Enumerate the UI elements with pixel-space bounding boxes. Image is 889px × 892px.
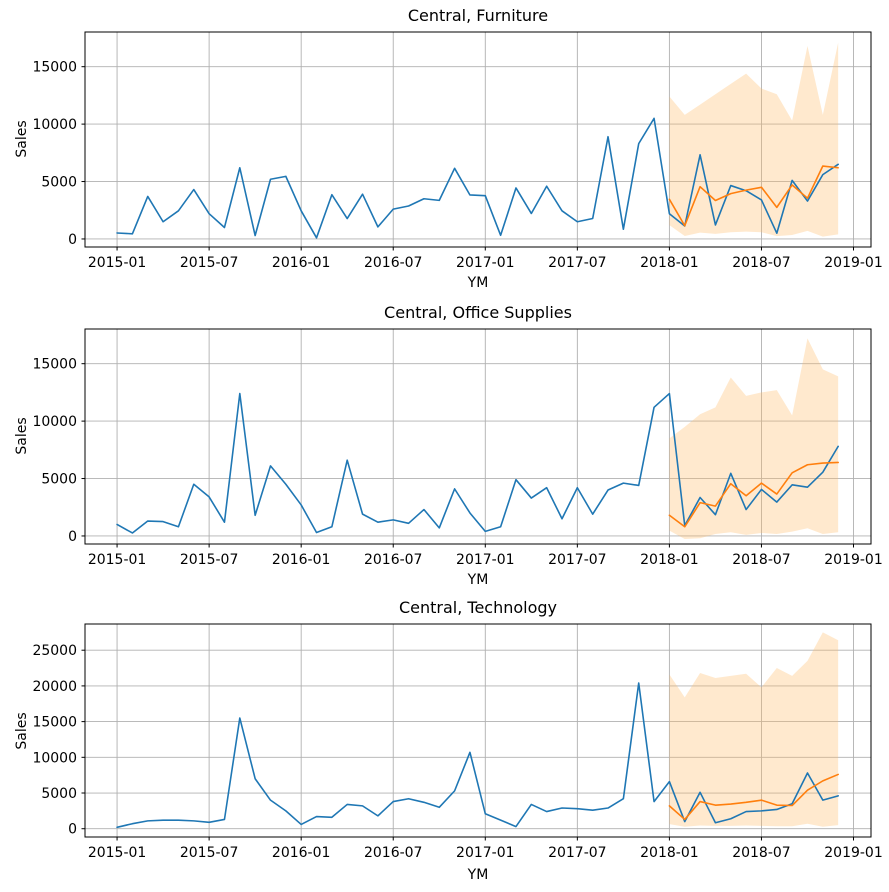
x-axis-label: YM bbox=[467, 867, 489, 883]
y-tick-label: 5000 bbox=[41, 175, 77, 191]
x-tick-label: 2016-01 bbox=[272, 845, 331, 861]
y-tick-label: 25000 bbox=[32, 643, 77, 659]
y-tick-label: 10000 bbox=[32, 750, 77, 766]
y-tick-label: 10000 bbox=[32, 117, 77, 133]
x-tick-label: 2019-01 bbox=[824, 255, 883, 271]
forecast-series-line bbox=[668, 461, 839, 528]
x-tick-label: 2015-07 bbox=[180, 845, 239, 861]
forecast-series-line bbox=[668, 773, 839, 821]
y-tick-label: 15000 bbox=[32, 60, 77, 76]
y-tick-label: 5000 bbox=[41, 786, 77, 802]
subplot-central-office-supplies: 2015-01 2015-07 2016-01 2016-07 2017-01 2017-… bbox=[0, 297, 889, 592]
x-tick-label: 2017-01 bbox=[456, 845, 515, 861]
y-axis-label: Sales bbox=[14, 712, 30, 750]
x-axis-label: YM bbox=[467, 275, 489, 291]
x-tick-label: 2016-07 bbox=[364, 552, 423, 568]
x-tick-label: 2019-01 bbox=[824, 845, 883, 861]
x-tick-label: 2017-07 bbox=[548, 552, 607, 568]
x-tick-label: 2015-01 bbox=[88, 552, 147, 568]
y-tick-label: 0 bbox=[68, 822, 77, 838]
x-tick-label: 2016-07 bbox=[364, 255, 423, 271]
actual-series-line bbox=[116, 117, 839, 239]
x-tick-label: 2016-01 bbox=[272, 255, 331, 271]
y-tick-label: 15000 bbox=[32, 715, 77, 731]
confidence-band bbox=[669, 338, 839, 539]
x-tick-label: 2018-07 bbox=[732, 845, 791, 861]
x-tick-label: 2015-01 bbox=[88, 255, 147, 271]
confidence-band bbox=[669, 42, 839, 237]
actual-series-line bbox=[116, 682, 839, 829]
y-tick-label: 20000 bbox=[32, 679, 77, 695]
x-tick-label: 2015-01 bbox=[88, 845, 147, 861]
y-axis-label: Sales bbox=[14, 120, 30, 158]
actual-series-line bbox=[116, 392, 839, 534]
chart-title: Central, Technology bbox=[398, 598, 558, 617]
y-tick-label: 0 bbox=[68, 529, 77, 545]
x-tick-label: 2017-07 bbox=[548, 255, 607, 271]
furniture-chart-canvas: 2015-01 2015-07 2016-01 2016-07 2017-01 2017-… bbox=[32, 31, 883, 271]
subplot-central-furniture: 2015-01 2015-07 2016-01 2016-07 2017-01 2017-… bbox=[0, 0, 889, 297]
office-supplies-chart-canvas: 2015-01 2015-07 2016-01 2016-07 2017-01 2017-… bbox=[32, 328, 883, 568]
subplot-central-technology: 2015-01 2015-07 2016-01 2016-07 2017-01 2017-… bbox=[0, 592, 889, 892]
y-tick-label: 5000 bbox=[41, 472, 77, 488]
plot-border bbox=[84, 328, 872, 545]
x-tick-label: 2017-07 bbox=[548, 845, 607, 861]
x-tick-label: 2018-01 bbox=[640, 255, 699, 271]
x-tick-label: 2017-01 bbox=[456, 552, 515, 568]
forecast-series-line bbox=[668, 165, 839, 227]
technology-chart-canvas: 2015-01 2015-07 2016-01 2016-07 2017-01 2017-… bbox=[32, 623, 883, 861]
x-tick-label: 2019-01 bbox=[824, 552, 883, 568]
x-tick-label: 2015-07 bbox=[180, 552, 239, 568]
x-tick-label: 2018-01 bbox=[640, 845, 699, 861]
plot-border bbox=[84, 623, 872, 838]
plot-border bbox=[84, 31, 872, 248]
y-tick-label: 10000 bbox=[32, 414, 77, 430]
x-tick-label: 2018-01 bbox=[640, 552, 699, 568]
x-axis-label: YM bbox=[467, 572, 489, 588]
x-tick-label: 2016-07 bbox=[364, 845, 423, 861]
x-tick-label: 2018-07 bbox=[732, 552, 791, 568]
chart-title: Central, Office Supplies bbox=[384, 303, 572, 322]
x-tick-label: 2015-07 bbox=[180, 255, 239, 271]
y-tick-label: 0 bbox=[68, 232, 77, 248]
x-tick-label: 2017-01 bbox=[456, 255, 515, 271]
x-tick-label: 2016-01 bbox=[272, 552, 331, 568]
chart-title: Central, Furniture bbox=[407, 6, 549, 25]
y-axis-label: Sales bbox=[14, 417, 30, 455]
confidence-band bbox=[669, 632, 839, 827]
y-tick-label: 15000 bbox=[32, 357, 77, 373]
x-tick-label: 2018-07 bbox=[732, 255, 791, 271]
